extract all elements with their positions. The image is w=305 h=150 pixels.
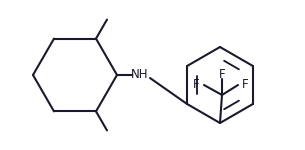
Text: NH: NH	[131, 69, 149, 81]
Text: F: F	[219, 69, 225, 81]
Text: F: F	[242, 78, 249, 92]
Text: F: F	[193, 78, 200, 92]
